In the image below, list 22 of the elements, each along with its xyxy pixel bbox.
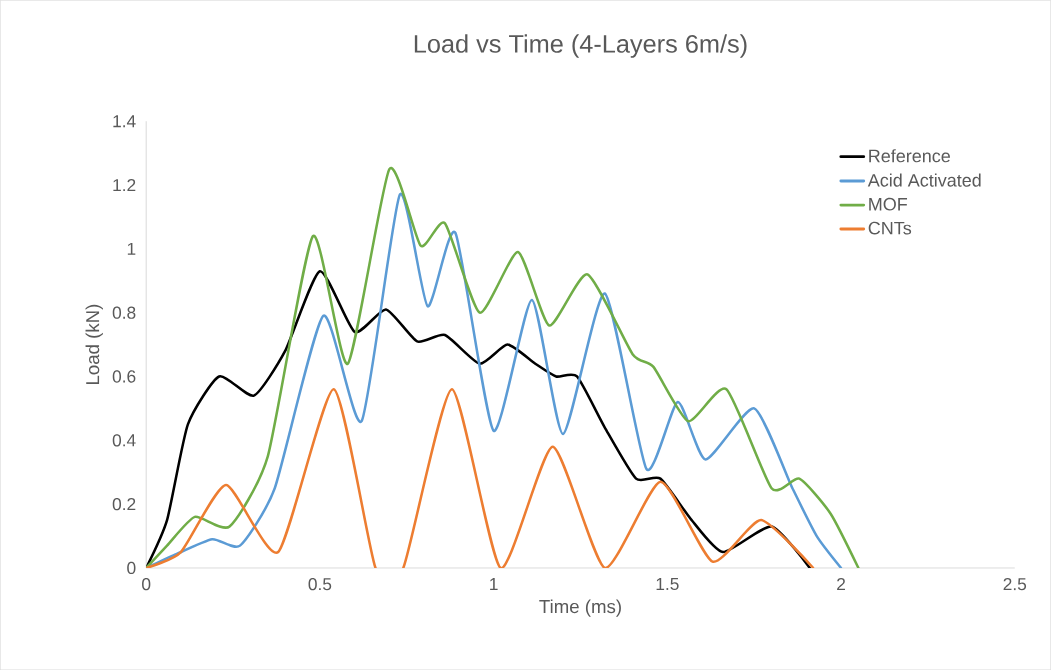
y-tick-label: 0.8 (112, 306, 136, 319)
chart-title: Load vs Time (4-Layers 6m/s) (414, 34, 747, 58)
y-axis-title: Load (kN) (85, 304, 103, 384)
legend-label: CNTs (868, 221, 912, 235)
y-tick-label: 0.2 (112, 497, 136, 511)
legend-label: Reference (869, 149, 950, 163)
y-tick-label: 1.2 (113, 178, 136, 191)
x-tick-label: 0.5 (308, 577, 332, 591)
y-tick-label: 1 (127, 242, 136, 255)
x-tick-label: 1.5 (656, 577, 679, 590)
y-tick-label: 0 (127, 561, 136, 575)
x-tick-label: 2 (837, 577, 845, 591)
line-series (146, 387, 815, 568)
x-tick-label: 2.5 (1003, 577, 1027, 591)
legend-label: Acid Activated (867, 173, 981, 187)
y-tick-label: 1.4 (113, 115, 136, 128)
legend-label: MOF (869, 197, 908, 211)
y-tick-label: 0.4 (112, 434, 136, 447)
x-axis-title: Time (ms) (539, 599, 621, 617)
y-tick-label: 0.6 (112, 370, 136, 383)
x-tick-label: 1 (490, 577, 498, 590)
x-tick-label: 0 (142, 577, 151, 591)
